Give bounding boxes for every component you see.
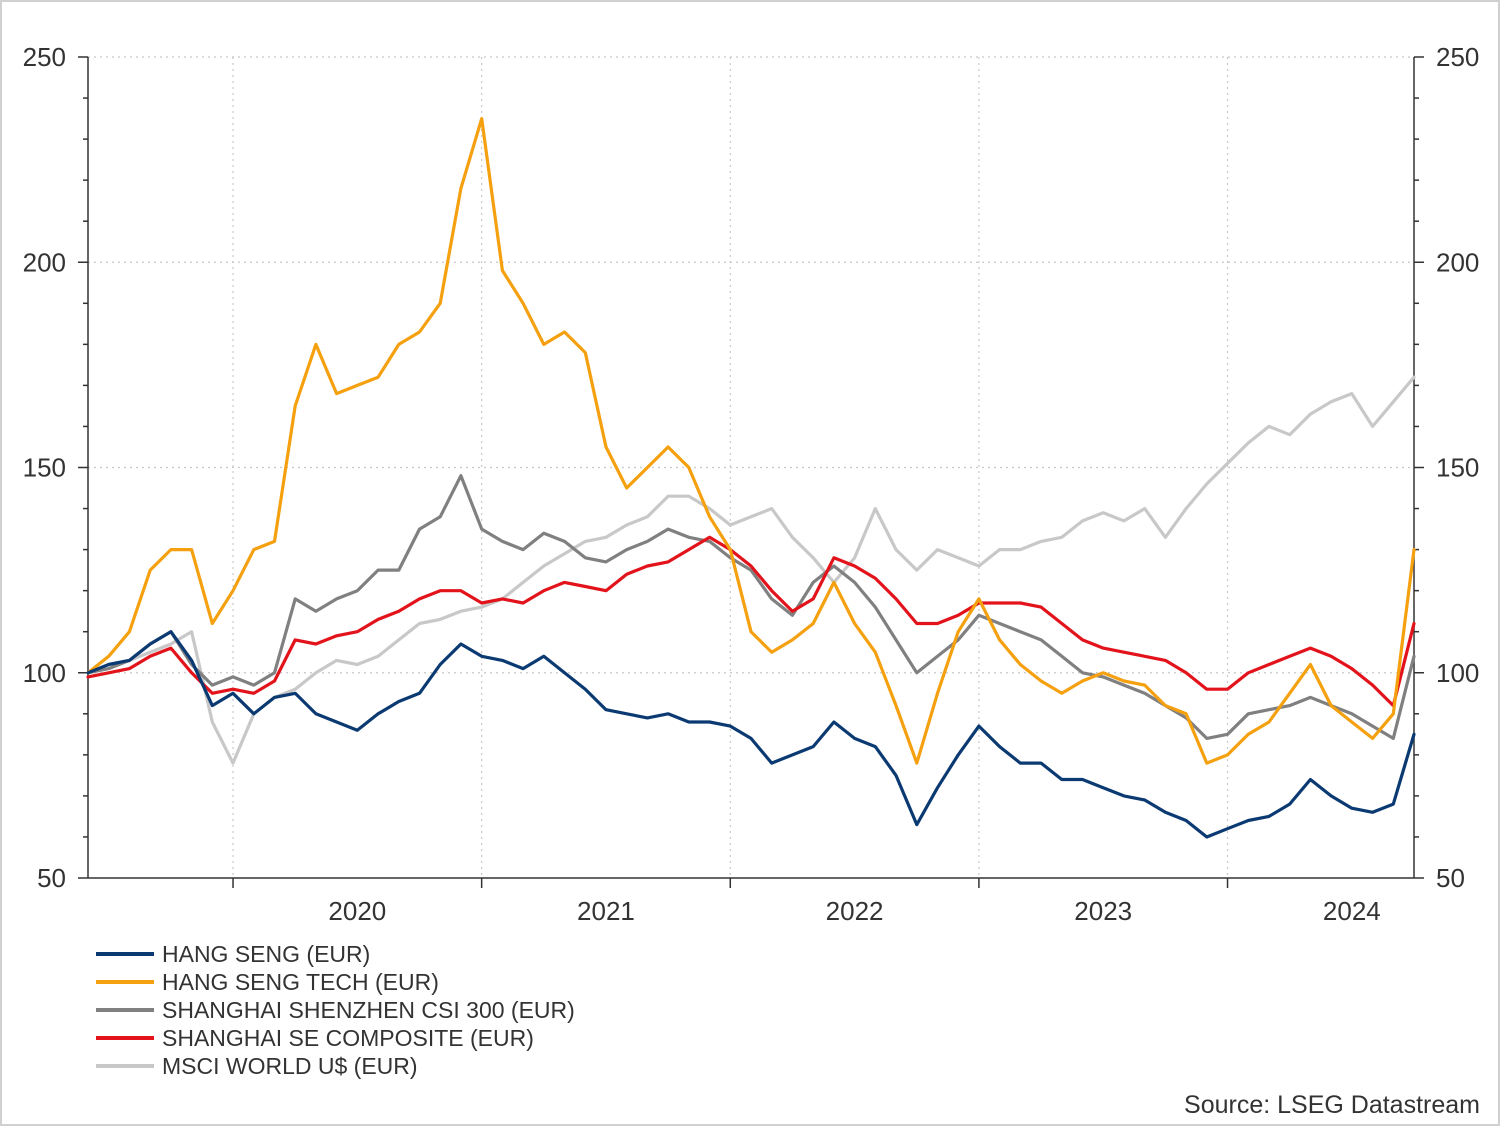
x-tick-label: 2022 — [826, 896, 884, 926]
source-note: Source: LSEG Datastream — [1184, 1091, 1480, 1119]
legend-swatch — [96, 980, 154, 984]
y-tick-label-left: 250 — [23, 42, 66, 72]
y-tick-label-left: 200 — [23, 247, 66, 277]
series-line — [86, 535, 1416, 708]
legend-label: HANG SENG (EUR) — [162, 940, 371, 967]
x-tick-label: 2020 — [328, 896, 386, 926]
legend-item-csi-300: SHANGHAI SHENZHEN CSI 300 (EUR) — [96, 996, 575, 1024]
y-tick-label-right: 200 — [1436, 247, 1479, 277]
y-tick-label-right: 250 — [1436, 42, 1479, 72]
x-tick-label: 2021 — [577, 896, 635, 926]
series-line — [86, 630, 1416, 839]
legend-item-shanghai-composite: SHANGHAI SE COMPOSITE (EUR) — [96, 1024, 575, 1052]
y-tick-label-left: 100 — [23, 658, 66, 688]
y-tick-label-left: 50 — [37, 863, 66, 893]
series-line — [86, 375, 1416, 765]
y-tick-label-left: 150 — [23, 453, 66, 483]
legend-swatch — [96, 1008, 154, 1012]
legend-swatch — [96, 952, 154, 956]
legend-label: HANG SENG TECH (EUR) — [162, 968, 439, 995]
legend-label: SHANGHAI SE COMPOSITE (EUR) — [162, 1024, 534, 1051]
legend-swatch — [96, 1064, 154, 1068]
legend: HANG SENG (EUR) HANG SENG TECH (EUR) SHA… — [96, 940, 575, 1080]
legend-label: SHANGHAI SHENZHEN CSI 300 (EUR) — [162, 996, 575, 1023]
y-tick-label-right: 50 — [1436, 863, 1465, 893]
legend-item-msci-world: MSCI WORLD U$ (EUR) — [96, 1052, 575, 1080]
legend-item-hang-seng: HANG SENG (EUR) — [96, 940, 575, 968]
legend-swatch — [96, 1036, 154, 1040]
series-line — [86, 117, 1416, 765]
y-tick-label-right: 100 — [1436, 658, 1479, 688]
series-line — [86, 474, 1416, 740]
legend-label: MSCI WORLD U$ (EUR) — [162, 1052, 418, 1079]
x-tick-label: 2024 — [1323, 896, 1381, 926]
legend-item-hang-seng-tech: HANG SENG TECH (EUR) — [96, 968, 575, 996]
y-tick-label-right: 150 — [1436, 453, 1479, 483]
x-tick-label: 2023 — [1074, 896, 1132, 926]
